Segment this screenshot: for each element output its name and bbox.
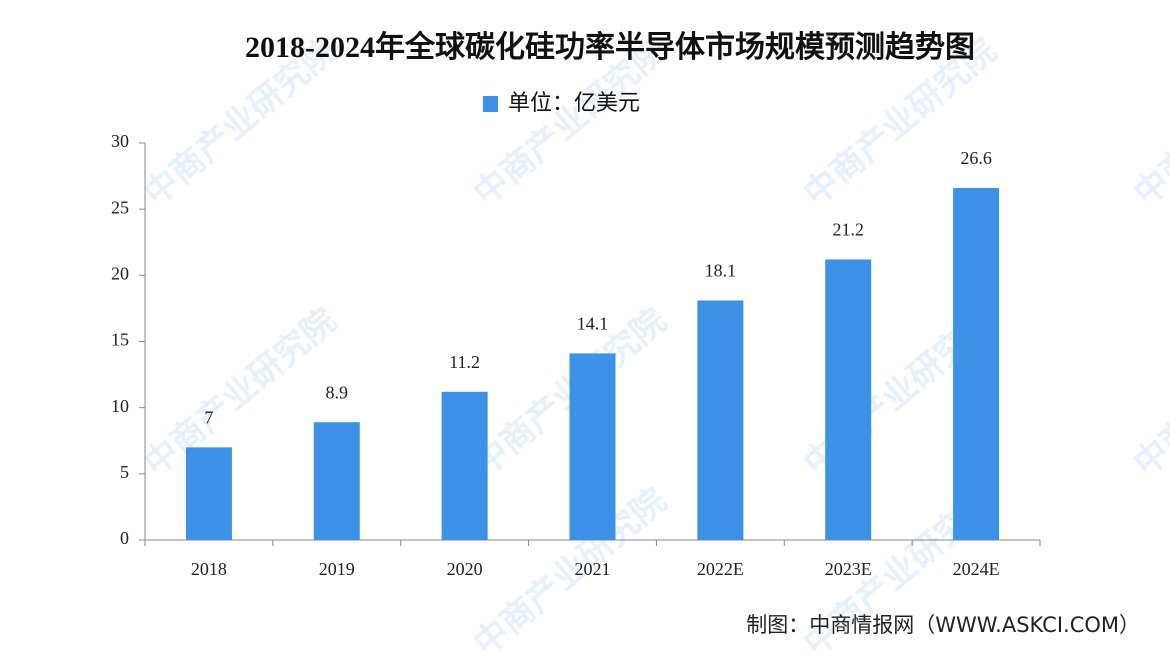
x-tick-label: 2023E — [825, 559, 872, 579]
y-tick-label: 10 — [111, 396, 129, 416]
bar — [569, 353, 616, 540]
y-tick-label: 20 — [111, 263, 129, 283]
watermark: 中商产业研究院 — [136, 301, 344, 485]
bar — [441, 391, 488, 540]
bar — [697, 300, 744, 540]
value-label: 7 — [204, 407, 213, 427]
x-tick-label: 2024E — [953, 559, 1000, 579]
bar — [313, 422, 360, 540]
value-label: 11.2 — [449, 352, 480, 372]
x-tick-label: 2018 — [191, 559, 227, 579]
value-label: 8.9 — [326, 382, 349, 402]
y-tick-label: 25 — [111, 197, 129, 217]
bar — [185, 447, 232, 540]
source-note: 制图：中商情报网（WWW.ASKCI.COM） — [746, 613, 1140, 637]
bar — [953, 187, 1000, 540]
value-label: 14.1 — [577, 314, 609, 334]
legend-swatch — [483, 96, 498, 112]
watermark: 中商产业研究院 — [1126, 301, 1170, 485]
watermark: 中商产业研究院 — [1126, 31, 1170, 215]
value-label: 26.6 — [960, 148, 992, 168]
chart-title: 2018-2024年全球碳化硅功率半导体市场规模预测趋势图 — [245, 30, 975, 64]
legend-label: 单位：亿美元 — [508, 91, 640, 116]
y-tick-label: 5 — [120, 462, 129, 482]
x-tick-label: 2021 — [575, 559, 611, 579]
value-label: 21.2 — [832, 220, 864, 240]
x-tick-label: 2020 — [447, 559, 483, 579]
y-tick-label: 30 — [111, 131, 129, 151]
value-label: 18.1 — [705, 261, 737, 281]
y-tick-label: 15 — [111, 330, 129, 350]
bar — [825, 259, 872, 540]
x-tick-label: 2019 — [319, 559, 355, 579]
x-tick-label: 2022E — [697, 559, 744, 579]
y-tick-label: 0 — [120, 528, 129, 548]
